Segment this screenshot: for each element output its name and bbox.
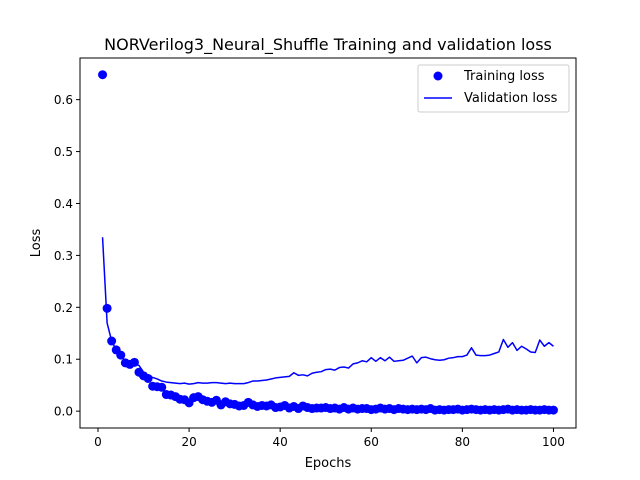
axis-ticks: 0 20 40 60 80 100 0.0 0.1 0.2 0.3 0.4 0.5 0.6: [54, 93, 565, 449]
legend-validation-label: Validation loss: [464, 91, 558, 106]
training-loss-point: [157, 382, 167, 392]
x-tick-label: 20: [181, 435, 196, 449]
chart-title: NORVerilog3_Neural_Shuffle Training and …: [104, 35, 552, 55]
validation-loss-line: [101, 237, 554, 385]
x-axis-label: Epochs: [305, 456, 352, 471]
y-axis-label: Loss: [29, 229, 44, 258]
x-tick-label: 60: [364, 435, 379, 449]
legend: Training loss Validation loss: [417, 64, 570, 113]
y-tick-label: 0.4: [54, 197, 73, 211]
y-tick-label: 0.0: [54, 405, 73, 419]
plot-area: [98, 70, 558, 415]
y-tick-label: 0.3: [54, 249, 73, 263]
y-tick-label: 0.1: [54, 353, 73, 367]
legend-box: [417, 64, 570, 113]
y-tick-label: 0.2: [54, 301, 73, 315]
training-loss-point: [98, 70, 108, 80]
legend-training-marker: [433, 71, 443, 81]
x-tick-label: 80: [455, 435, 470, 449]
axes-frame: [79, 57, 577, 429]
y-tick-label: 0.5: [54, 145, 73, 159]
y-tick-label: 0.6: [54, 93, 73, 107]
legend-training-label: Training loss: [463, 69, 545, 84]
training-loss-point: [548, 405, 558, 415]
x-tick-label: 40: [273, 435, 288, 449]
training-loss-point: [102, 303, 112, 313]
x-tick-label: 0: [94, 435, 102, 449]
x-tick-label: 100: [542, 435, 565, 449]
